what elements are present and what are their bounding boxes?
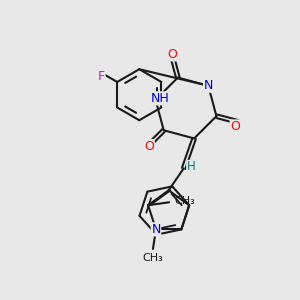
Text: NH: NH	[151, 92, 169, 105]
Text: N: N	[204, 79, 213, 92]
Text: N: N	[151, 223, 160, 236]
Text: O: O	[144, 140, 154, 153]
Text: CH₃: CH₃	[175, 196, 195, 206]
Text: O: O	[167, 48, 177, 61]
Text: F: F	[98, 70, 105, 83]
Text: CH₃: CH₃	[142, 253, 163, 262]
Text: H: H	[187, 160, 196, 173]
Text: O: O	[230, 120, 240, 133]
